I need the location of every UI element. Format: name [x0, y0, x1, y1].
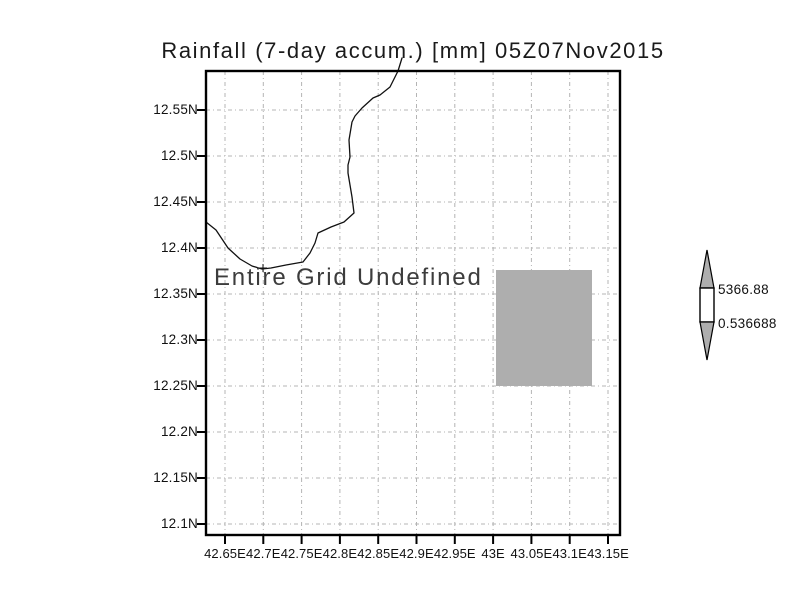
x-axis-label: 43.05E — [510, 546, 553, 561]
x-axis-label: 43.15E — [587, 546, 629, 561]
x-axis-label: 42.9E — [399, 546, 434, 561]
y-axis-label: 12.25N — [153, 378, 198, 393]
x-axis-label: 42.65E — [204, 546, 246, 561]
axis-ticks — [197, 109, 609, 544]
x-axis-label: 42.75E — [280, 546, 323, 561]
y-axis-label: 12.2N — [160, 424, 198, 439]
x-axis-label: 43.1E — [552, 546, 587, 561]
undefined-data-region — [496, 270, 592, 386]
y-axis-label: 12.55N — [153, 102, 198, 117]
colorbar-min-label: 0.536688 — [718, 316, 777, 331]
colorbar — [699, 249, 715, 361]
y-axis-label: 12.35N — [153, 286, 198, 301]
x-axis-label: 43E — [481, 546, 505, 561]
y-axis-label: 12.5N — [160, 148, 198, 163]
y-axis-label: 12.15N — [153, 470, 198, 485]
y-axis-label: 12.45N — [153, 194, 198, 209]
colorbar-lower-arrow — [699, 321, 715, 361]
plot-frame — [204, 69, 622, 537]
coast-cross-marker — [259, 264, 267, 272]
plot-title: Rainfall (7-day accum.) [mm] 05Z07Nov201… — [161, 38, 665, 63]
colorbar-max-label: 5366.88 — [718, 282, 769, 297]
y-axis-label: 12.4N — [160, 240, 198, 255]
colorbar-upper-arrow — [699, 249, 715, 289]
x-axis-label: 42.85E — [357, 546, 400, 561]
gridlines — [206, 71, 620, 535]
y-axis-label: 12.1N — [160, 516, 198, 531]
coastline — [205, 57, 403, 270]
x-axis-label: 42.8E — [322, 546, 358, 561]
undefined-grid-message: Entire Grid Undefined — [214, 264, 483, 291]
colorbar-range-box — [699, 287, 715, 323]
x-axis-label: 42.95E — [433, 546, 476, 561]
x-axis-label: 42.7E — [246, 546, 281, 561]
y-axis-label: 12.3N — [160, 332, 198, 347]
